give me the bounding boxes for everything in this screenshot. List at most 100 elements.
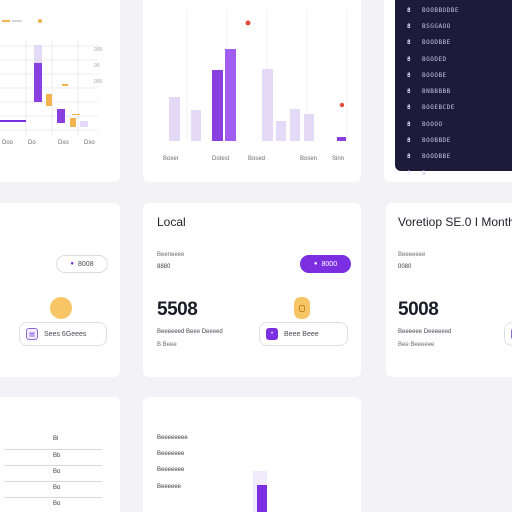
- bar-c: [57, 109, 65, 123]
- x-label-3: Bosed: [248, 156, 266, 162]
- terminal-row: 8 BNBBBBB: [407, 83, 512, 99]
- row-number: 8: [407, 55, 411, 63]
- terminal-row: 8 BSGGAOO: [407, 18, 512, 34]
- monthly-card: Voretiop SE.0 I Monthly Beeeeeee 0080 50…: [386, 203, 512, 377]
- row-text: BOODBBE: [422, 39, 451, 47]
- row-text: BGODED: [422, 55, 447, 63]
- dash-2: [72, 114, 80, 115]
- y-tick-2: 00: [94, 63, 100, 69]
- orange-dot-icon: [50, 297, 72, 319]
- metric-caption-sub: B Beee: [157, 342, 177, 348]
- list-item: Bo: [53, 485, 61, 491]
- terminal-row: 8 BOOBBODBE: [407, 2, 512, 18]
- marker-right: [339, 102, 345, 108]
- status-pill[interactable]: ● 8000: [300, 255, 351, 273]
- row-number: 8: [407, 39, 411, 47]
- bar-4: [225, 49, 236, 141]
- divider: [4, 449, 102, 450]
- terminal-row: 8 BGODED: [407, 51, 512, 67]
- terminal-panel[interactable]: 8 BOOBBODBE 8 BSGGAOO 8 BOODBBE 8 BGODED 8 BO…: [395, 0, 512, 177]
- row-number: 8: [407, 71, 411, 79]
- metric-value: 5508: [157, 299, 198, 320]
- action-button-label: Beee Beee: [284, 330, 319, 338]
- terminal-row: 8 BOOOBE: [407, 67, 512, 83]
- marker-top: [245, 20, 251, 26]
- document-icon: ▤: [26, 328, 38, 340]
- y-tick-1: 000: [94, 47, 103, 53]
- terminal-card: 8 BOOBBODBE 8 BSGGAOO 8 BOODBBE 8 BGODED 8 BO…: [384, 0, 512, 182]
- x-label-1: Doo: [2, 140, 14, 146]
- bar-8: [304, 114, 314, 141]
- bar-purple: [257, 485, 267, 512]
- x-label-5: Sinn: [332, 156, 345, 162]
- legend-dot: [38, 19, 42, 23]
- terminal-row: 8 BOOOO: [407, 116, 512, 132]
- bar-9: [337, 137, 346, 141]
- bar-chart-card: Boxer Dotest Bosed Bosen Sinn: [143, 0, 361, 182]
- row-text: BOODBBE: [422, 153, 451, 161]
- bar-3: [212, 70, 223, 141]
- row-text: BOOEBCDE: [422, 104, 455, 112]
- detail-list-card: Beeeeeeee Beeeeeee Beeeeeee Beeeeee: [143, 397, 361, 512]
- sub-value: 0080: [398, 264, 412, 270]
- record-icon: ●: [313, 261, 318, 267]
- row-text: BOOOBE: [422, 71, 447, 79]
- divider: [4, 465, 102, 466]
- action-button[interactable]: ▤: [504, 322, 512, 346]
- metric-caption: Beeeeee Deeeeeed: [398, 329, 452, 335]
- bar-a: [34, 63, 42, 102]
- terminal-row: 8 BOOEBCDE: [407, 100, 512, 116]
- status-pill-label: 8000: [321, 260, 338, 268]
- summary-card-left: ● 8008 ▤ Sees 6Geees: [0, 203, 120, 377]
- filter-pill-label: 8008: [78, 260, 94, 268]
- filter-pill[interactable]: ● 8008: [56, 255, 108, 273]
- divider: [4, 497, 102, 498]
- bar-chart: [169, 10, 348, 141]
- list-item: Bo: [53, 501, 61, 507]
- row-text: BOOBBDE: [422, 137, 451, 145]
- bar-f: [0, 120, 26, 122]
- list-card: Bl Bb Bo Bo Bo: [0, 397, 120, 512]
- plus-icon: +: [266, 328, 278, 340]
- local-card: Local Beeneeee 8880 ● 8000 5508 Beeeeeed…: [143, 203, 361, 377]
- mini-bar-chart: 000 00 000: [0, 40, 103, 136]
- list-item: Bl: [53, 436, 59, 442]
- row-text: BOOOO: [422, 120, 443, 128]
- metric-caption: Beeeeeed Beee Deeeed: [157, 329, 223, 335]
- card-title: Voretiop SE.0 I Monthly: [398, 215, 512, 229]
- row-number: 8: [407, 153, 411, 161]
- row-text: B: [422, 169, 427, 177]
- legend-line: [12, 20, 22, 22]
- bar-d: [70, 118, 76, 127]
- terminal-row: 8 BOODBBE: [407, 149, 512, 165]
- row-text: BSGGAOO: [422, 22, 451, 30]
- row-number: 8: [407, 88, 411, 96]
- x-label-1: Boxer: [163, 156, 179, 162]
- bar-1: [169, 97, 180, 141]
- card-title: Local: [157, 215, 186, 229]
- action-button[interactable]: + Beee Beee: [259, 322, 348, 346]
- terminal-row: 8 BOOBBDE: [407, 132, 512, 148]
- list-item: Bb: [53, 453, 61, 459]
- terminal-row: 8 BOODBBE: [407, 35, 512, 51]
- sub-label: Beeeeeee: [398, 252, 426, 258]
- row-number: 8: [407, 137, 411, 145]
- row-number: 8: [407, 120, 411, 128]
- action-button[interactable]: ▤ Sees 6Geees: [19, 322, 107, 346]
- list-item: Beeeeeee: [157, 451, 185, 457]
- bar-6: [276, 121, 286, 141]
- sub-label: Beeneeee: [157, 252, 185, 258]
- row-text: BOOBBODBE: [422, 6, 460, 14]
- row-number: 8: [407, 169, 411, 177]
- action-button-label: Sees 6Geees: [44, 330, 87, 338]
- list-item: Beeeeee: [157, 484, 182, 490]
- row-number: 8: [407, 6, 411, 14]
- mini-chart-card: 000 00 000 Doo Do Dxo Dxo: [0, 0, 120, 182]
- dash-1: [62, 84, 68, 86]
- list-item: Bo: [53, 469, 61, 475]
- row-text: BNBBBBB: [422, 88, 451, 96]
- row-number: 8: [407, 104, 411, 112]
- metric-caption-sub: Bee Beeeeee: [398, 342, 435, 348]
- divider: [4, 481, 102, 482]
